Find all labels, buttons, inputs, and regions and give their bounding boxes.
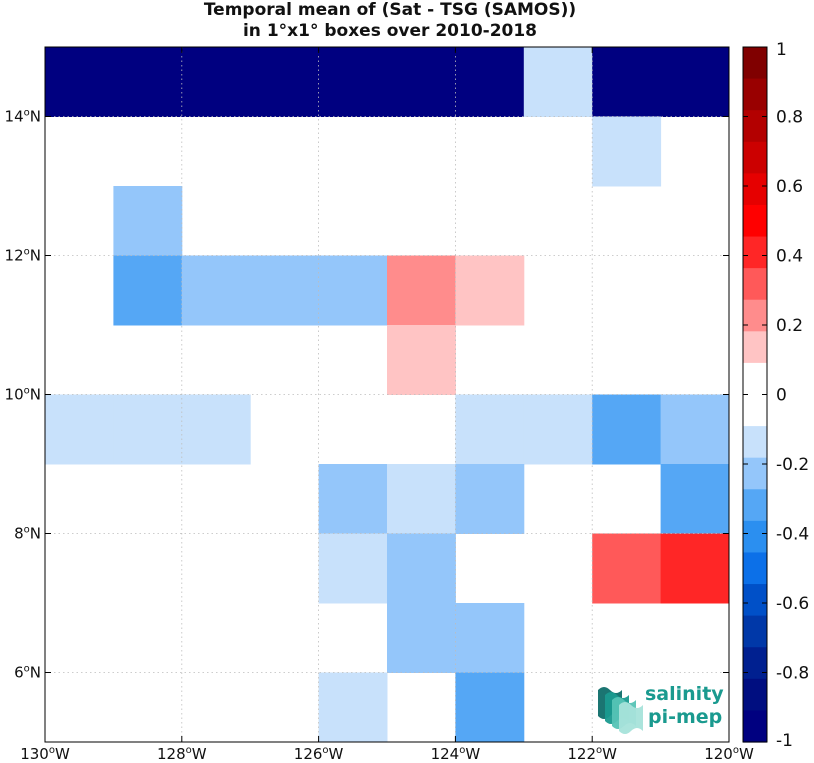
- x-tick-label: 128oW: [157, 745, 207, 763]
- colorbar-tick-label: 0.8: [776, 108, 803, 128]
- logo-text-salinity: salinity: [645, 683, 724, 705]
- heatmap-cell: [660, 394, 729, 465]
- colorbar-tick-label: -0.6: [776, 594, 809, 614]
- heatmap-cell: [181, 394, 251, 465]
- colorbar-segment: [743, 457, 767, 490]
- colorbar-segment: [743, 520, 767, 554]
- heatmap-cell: [318, 47, 388, 117]
- colorbar-segment: [743, 710, 767, 743]
- colorbar-tick-label: 1: [776, 40, 787, 60]
- colorbar-segment: [743, 552, 767, 585]
- heatmap-cell: [318, 533, 388, 604]
- heatmap-cell: [387, 255, 456, 326]
- colorbar-segment: [743, 47, 767, 80]
- colorbar-segment: [743, 173, 767, 206]
- colorbar-tick-label: 0.2: [776, 316, 803, 336]
- heatmap-cell: [455, 603, 525, 673]
- heatmap-cell: [455, 464, 525, 534]
- heatmap-cell: [113, 47, 183, 117]
- x-tick-label: 126oW: [294, 745, 344, 763]
- colorbar-tick-label: -1: [776, 731, 793, 751]
- colorbar-tick-label: -0.8: [776, 664, 809, 684]
- x-tick-label: 130oW: [20, 745, 70, 763]
- chart-title-line-1: Temporal mean of (Sat - TSG (SAMOS)): [203, 0, 577, 20]
- colorbar-segment: [743, 678, 767, 712]
- heatmap-cell: [592, 47, 662, 117]
- heatmap-cell: [660, 47, 729, 117]
- heatmap-cells: [45, 47, 729, 742]
- colorbar-segment: [743, 615, 767, 648]
- heatmap-cell: [455, 672, 525, 742]
- colorbar-tick-label: 0.6: [776, 177, 803, 197]
- y-tick-label: 14oN: [5, 108, 41, 126]
- heatmap-cell: [455, 394, 525, 465]
- colorbar-tick-label: -0.2: [776, 455, 809, 475]
- colorbar-segment: [743, 394, 767, 427]
- heatmap-cell: [113, 255, 183, 326]
- y-tick-label: 8oN: [14, 525, 41, 543]
- y-tick-label: 12oN: [5, 247, 41, 265]
- colorbar-segment: [743, 299, 767, 332]
- colorbar-segment: [743, 489, 767, 522]
- heatmap-cell: [113, 186, 183, 256]
- heatmap-cell: [523, 394, 593, 465]
- colorbar-segment: [743, 78, 767, 111]
- colorbar-segment: [743, 362, 767, 396]
- colorbar-segment: [743, 331, 767, 364]
- heatmap-cell: [523, 47, 593, 117]
- axes: 130oW 128oW 126oW 124oW 122oW 120oW 6oN 8oN 10oN…: [5, 47, 754, 763]
- heatmap-cell: [318, 464, 388, 534]
- x-tick-label: 124oW: [431, 745, 481, 763]
- heatmap-cell: [45, 47, 114, 117]
- logo-waves-icon: [598, 687, 643, 734]
- y-tick-label: 6oN: [14, 664, 41, 682]
- heatmap-cell: [45, 394, 114, 465]
- x-tick-label: 120oW: [704, 745, 754, 763]
- heatmap-cell: [181, 47, 251, 117]
- heatmap-cell: [660, 464, 729, 534]
- colorbar-segment: [743, 647, 767, 680]
- colorbar-segment: [743, 141, 767, 174]
- heatmap-cell: [387, 325, 456, 395]
- colorbar-segment: [743, 584, 767, 617]
- colorbar: 1 0.8 0.6 0.4 0.2 0 -0.2 -0.4 -0.6 -0.8 -1: [742, 40, 809, 751]
- heatmap-cell: [592, 394, 662, 465]
- heatmap-cell: [455, 47, 525, 117]
- heatmap-cell: [660, 533, 729, 604]
- heatmap-cell: [318, 255, 388, 326]
- heatmap-cell: [387, 533, 456, 604]
- colorbar-segment: [743, 236, 767, 269]
- heatmap-cell: [592, 116, 662, 187]
- logo-text-pi-mep: pi-mep: [648, 706, 722, 728]
- heatmap-cell: [250, 47, 320, 117]
- heatmap-cell: [387, 47, 456, 117]
- chart-title-line-2: in 1°x1° boxes over 2010-2018: [242, 21, 538, 41]
- colorbar-segment: [743, 426, 767, 459]
- heatmap-cell: [113, 394, 183, 465]
- heatmap-cell: [455, 255, 525, 326]
- x-tick-label: 122oW: [567, 745, 617, 763]
- heatmap-cell: [387, 603, 456, 673]
- heatmap-cell: [592, 533, 662, 604]
- colorbar-segment: [743, 110, 767, 143]
- colorbar-tick-label: 0.4: [776, 247, 803, 267]
- colorbar-segment: [743, 204, 767, 238]
- colorbar-tick-label: 0: [776, 386, 787, 406]
- heatmap-cell: [387, 464, 456, 534]
- grid-lines: [45, 47, 729, 742]
- heatmap-cell: [181, 255, 251, 326]
- heatmap-cell: [318, 672, 388, 742]
- colorbar-tick-label: -0.4: [776, 525, 809, 545]
- colorbar-segment: [743, 268, 767, 301]
- heatmap-cell: [250, 255, 320, 326]
- y-tick-label: 10oN: [5, 386, 41, 404]
